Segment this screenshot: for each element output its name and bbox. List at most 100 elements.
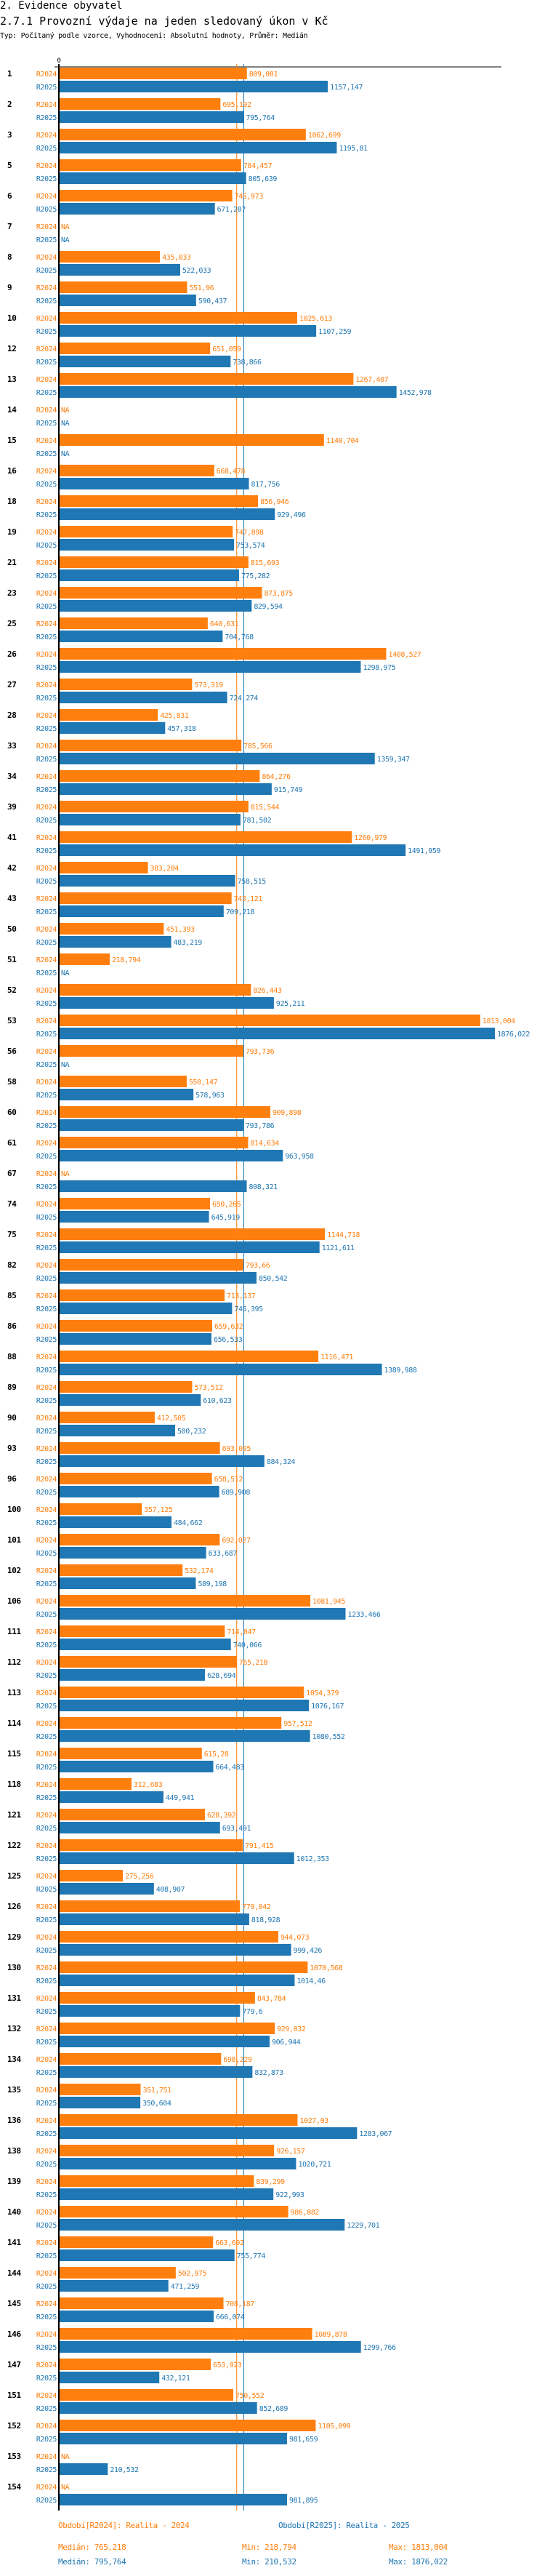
bar-r2024	[59, 2236, 214, 2248]
series-label-r2024: R2024	[36, 2025, 57, 2033]
bar-r2024	[59, 2053, 222, 2065]
category-label: 16	[7, 466, 17, 476]
series-label-r2024: R2024	[36, 1903, 57, 1911]
category-label: 5	[7, 161, 12, 170]
value-label: 944,073	[280, 1934, 310, 1942]
bar-r2024	[59, 953, 110, 965]
bar-r2025	[59, 722, 166, 734]
series-label-r2025: R2025	[36, 603, 57, 611]
bar-r2025	[59, 1364, 382, 1375]
category-label: 139	[7, 2177, 21, 2186]
series-label-r2025: R2025	[36, 1397, 57, 1405]
value-label: 843,784	[257, 1995, 286, 2003]
series-label-r2024: R2024	[36, 1751, 57, 1759]
value-label: 1080,552	[312, 1733, 345, 1741]
series-label-r2024: R2024	[36, 712, 57, 720]
value-label: 906,944	[272, 2039, 301, 2047]
bar-r2025	[59, 1852, 294, 1864]
series-label-r2025: R2025	[36, 328, 57, 336]
series-label-r2025: R2025	[36, 1367, 57, 1375]
series-label-r2024: R2024	[36, 1689, 57, 1697]
value-label: 793,786	[246, 1122, 275, 1130]
series-label-r2024: R2024	[36, 1995, 57, 2003]
value-label: 668,478	[217, 468, 246, 476]
bar-r2025	[59, 2127, 358, 2139]
value-label: 589,198	[198, 1580, 227, 1588]
series-label-r2024: R2024	[36, 132, 57, 140]
value-label: 809,001	[249, 71, 278, 79]
series-label-r2025: R2025	[36, 1825, 57, 1833]
category-label: 153	[7, 2452, 21, 2461]
bar-r2025	[59, 1180, 247, 1192]
category-label: 33	[7, 741, 16, 751]
bar-r2025	[59, 569, 239, 581]
series-label-r2024: R2024	[36, 1812, 57, 1820]
bar-r2024	[59, 1015, 480, 1026]
value-label: 275,256	[125, 1873, 154, 1881]
series-label-r2025: R2025	[36, 84, 57, 92]
series-label-r2025: R2025	[36, 2039, 57, 2047]
category-label: 122	[7, 1841, 21, 1850]
bar-r2025	[59, 2311, 214, 2322]
bar-r2025	[59, 631, 223, 642]
series-label-r2024: R2024	[36, 1934, 57, 1942]
bar-r2025	[59, 356, 231, 367]
bar-r2024	[59, 1076, 187, 1087]
bar-r2024	[59, 892, 232, 904]
bar-r2024	[59, 2084, 141, 2095]
series-label-r2025: R2025	[36, 1336, 57, 1344]
category-label: 114	[7, 1719, 21, 1728]
series-label-r2024: R2024	[36, 254, 57, 262]
value-label: 1054,379	[306, 1689, 339, 1697]
value-label: 740,066	[233, 1641, 262, 1649]
value-label: 745,973	[235, 193, 264, 201]
series-label-r2024: R2024	[36, 2209, 57, 2217]
bar-r2024	[59, 1595, 311, 1607]
bar-r2025	[59, 2097, 141, 2108]
bar-r2024	[59, 709, 158, 721]
series-label-r2025: R2025	[36, 572, 57, 580]
value-label-na: NA	[61, 2453, 70, 2461]
value-label: 312,683	[134, 1781, 163, 1789]
series-label-r2025: R2025	[36, 2466, 57, 2474]
bar-r2024	[59, 1656, 237, 1668]
bar-r2025	[59, 203, 215, 215]
category-label: 6	[7, 191, 12, 201]
value-label: 1089,878	[315, 2331, 347, 2339]
bar-r2025	[59, 325, 317, 337]
bar-r2024	[59, 2297, 224, 2309]
bar-r2025	[59, 905, 224, 917]
series-label-r2025: R2025	[36, 2313, 57, 2321]
bar-r2024	[59, 2359, 211, 2370]
bar-r2025	[59, 2219, 345, 2231]
x-tick-label: 0	[57, 57, 60, 65]
series-label-r2024: R2024	[36, 590, 57, 598]
bar-r2024	[59, 1351, 319, 1362]
bar-r2024	[59, 1198, 210, 1209]
series-label-r2025: R2025	[36, 969, 57, 977]
value-label: 656,533	[214, 1336, 243, 1344]
value-label: 795,764	[246, 114, 275, 122]
bar-r2024	[59, 679, 193, 690]
series-label-r2025: R2025	[36, 511, 57, 519]
value-label: 1070,568	[310, 1964, 342, 1972]
series-label-r2025: R2025	[36, 2497, 57, 2505]
value-label: 713,137	[227, 1292, 256, 1300]
value-label: 615,28	[204, 1751, 229, 1759]
bar-r2024	[59, 1106, 271, 1118]
category-label: 19	[7, 527, 16, 537]
category-label: 60	[7, 1108, 16, 1117]
category-label: 121	[7, 1810, 21, 1820]
value-label: 818,928	[251, 1916, 280, 1924]
category-label: 96	[7, 1474, 17, 1484]
category-label: 111	[7, 1627, 21, 1636]
series-label-r2024: R2024	[36, 804, 57, 812]
series-label-r2025: R2025	[36, 1489, 57, 1497]
series-label-r2025: R2025	[36, 1458, 57, 1466]
bar-r2024	[59, 1503, 142, 1515]
category-label: 140	[7, 2207, 21, 2217]
value-label: 471,259	[171, 2283, 200, 2291]
value-label: 791,415	[245, 1842, 274, 1850]
series-label-r2024: R2024	[36, 1628, 57, 1636]
bar-r2025	[59, 600, 252, 612]
